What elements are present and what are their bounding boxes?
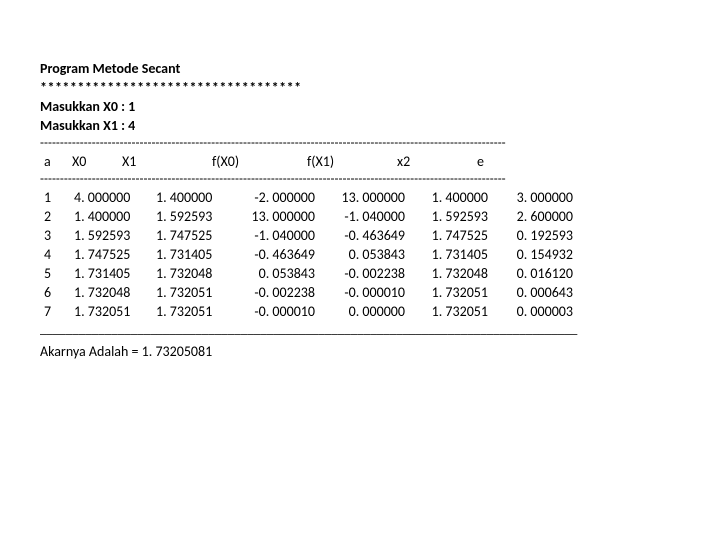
cell-index: 5	[44, 265, 74, 282]
cell-x1: 1. 592593	[156, 208, 238, 225]
cell-x1: 1. 732048	[156, 265, 238, 282]
table-row: 61. 7320481. 732051-0. 002238-0. 0000101…	[40, 284, 680, 301]
header-x1: X1	[122, 153, 212, 170]
table-row: 31. 5925931. 747525-1. 040000-0. 4636491…	[40, 227, 680, 244]
cell-index: 3	[44, 227, 74, 244]
cell-x0: 1. 592593	[74, 227, 156, 244]
cell-x0: 1. 747525	[74, 246, 156, 263]
cell-x2: 1. 732051	[413, 303, 498, 320]
separator-underscore: ________________________________________…	[40, 322, 680, 337]
input-x1-line: Masukkan X1 : 4	[40, 117, 680, 134]
table-row: 14. 0000001. 400000-2. 00000013. 0000001…	[40, 189, 680, 206]
table-header-row: a X0 X1 f(X0) f(X1) x2 e	[40, 153, 680, 170]
cell-fx0: -0. 002238	[238, 284, 323, 301]
cell-fx0: -2. 000000	[238, 189, 323, 206]
cell-e: 0. 016120	[498, 265, 578, 282]
cell-x2: 1. 400000	[413, 189, 498, 206]
table-row: 41. 7475251. 731405-0. 4636490. 0538431.…	[40, 246, 680, 263]
cell-fx1: -0. 002238	[323, 265, 413, 282]
result-value: 1. 73205081	[142, 343, 213, 360]
cell-x0: 1. 732051	[74, 303, 156, 320]
cell-index: 2	[44, 208, 74, 225]
cell-fx1: 0. 000000	[323, 303, 413, 320]
cell-index: 7	[44, 303, 74, 320]
cell-fx0: -0. 463649	[238, 246, 323, 263]
cell-x1: 1. 732051	[156, 284, 238, 301]
cell-x0: 4. 000000	[74, 189, 156, 206]
cell-index: 6	[44, 284, 74, 301]
header-x2: x2	[397, 153, 477, 170]
separator-dashes-1: ----------------------------------------…	[40, 136, 680, 151]
header-fx0: f(X0)	[212, 153, 307, 170]
cell-e: 0. 192593	[498, 227, 578, 244]
cell-x2: 1. 592593	[413, 208, 498, 225]
cell-fx0: -0. 000010	[238, 303, 323, 320]
cell-x1: 1. 400000	[156, 189, 238, 206]
cell-index: 4	[44, 246, 74, 263]
cell-e: 2. 600000	[498, 208, 578, 225]
cell-x0: 1. 732048	[74, 284, 156, 301]
table-row: 21. 4000001. 59259313. 000000-1. 0400001…	[40, 208, 680, 225]
cell-fx0: 13. 000000	[238, 208, 323, 225]
cell-x2: 1. 747525	[413, 227, 498, 244]
table-row: 71. 7320511. 732051-0. 0000100. 0000001.…	[40, 303, 680, 320]
separator-stars: ***********************************	[40, 79, 680, 96]
input-x0-line: Masukkan X0 : 1	[40, 98, 680, 115]
separator-dashes-2: ----------------------------------------…	[40, 172, 680, 187]
header-e: e	[477, 153, 537, 170]
header-a: a	[44, 153, 72, 170]
program-title: Program Metode Secant	[40, 60, 680, 77]
cell-e: 3. 000000	[498, 189, 578, 206]
result-line: Akarnya Adalah = 1. 73205081	[40, 343, 680, 360]
input-x1-label: Masukkan X1 :	[40, 117, 128, 134]
cell-x0: 1. 400000	[74, 208, 156, 225]
cell-fx1: -0. 463649	[323, 227, 413, 244]
cell-e: 0. 000643	[498, 284, 578, 301]
input-x1-value: 4	[128, 117, 135, 134]
cell-index: 1	[44, 189, 74, 206]
cell-x2: 1. 732048	[413, 265, 498, 282]
cell-x0: 1. 731405	[74, 265, 156, 282]
cell-e: 0. 154932	[498, 246, 578, 263]
cell-fx0: 0. 053843	[238, 265, 323, 282]
result-label: Akarnya Adalah =	[40, 343, 142, 360]
input-x0-value: 1	[128, 98, 135, 115]
cell-x1: 1. 732051	[156, 303, 238, 320]
cell-fx1: 13. 000000	[323, 189, 413, 206]
table-row: 51. 7314051. 7320480. 053843-0. 0022381.…	[40, 265, 680, 282]
table-body: 14. 0000001. 400000-2. 00000013. 0000001…	[40, 189, 680, 320]
cell-x1: 1. 747525	[156, 227, 238, 244]
cell-fx1: -1. 040000	[323, 208, 413, 225]
input-x0-label: Masukkan X0 :	[40, 98, 128, 115]
header-fx1: f(X1)	[307, 153, 397, 170]
cell-x2: 1. 731405	[413, 246, 498, 263]
cell-e: 0. 000003	[498, 303, 578, 320]
header-x0: X0	[72, 153, 122, 170]
cell-fx1: -0. 000010	[323, 284, 413, 301]
cell-x1: 1. 731405	[156, 246, 238, 263]
cell-fx0: -1. 040000	[238, 227, 323, 244]
cell-x2: 1. 732051	[413, 284, 498, 301]
cell-fx1: 0. 053843	[323, 246, 413, 263]
